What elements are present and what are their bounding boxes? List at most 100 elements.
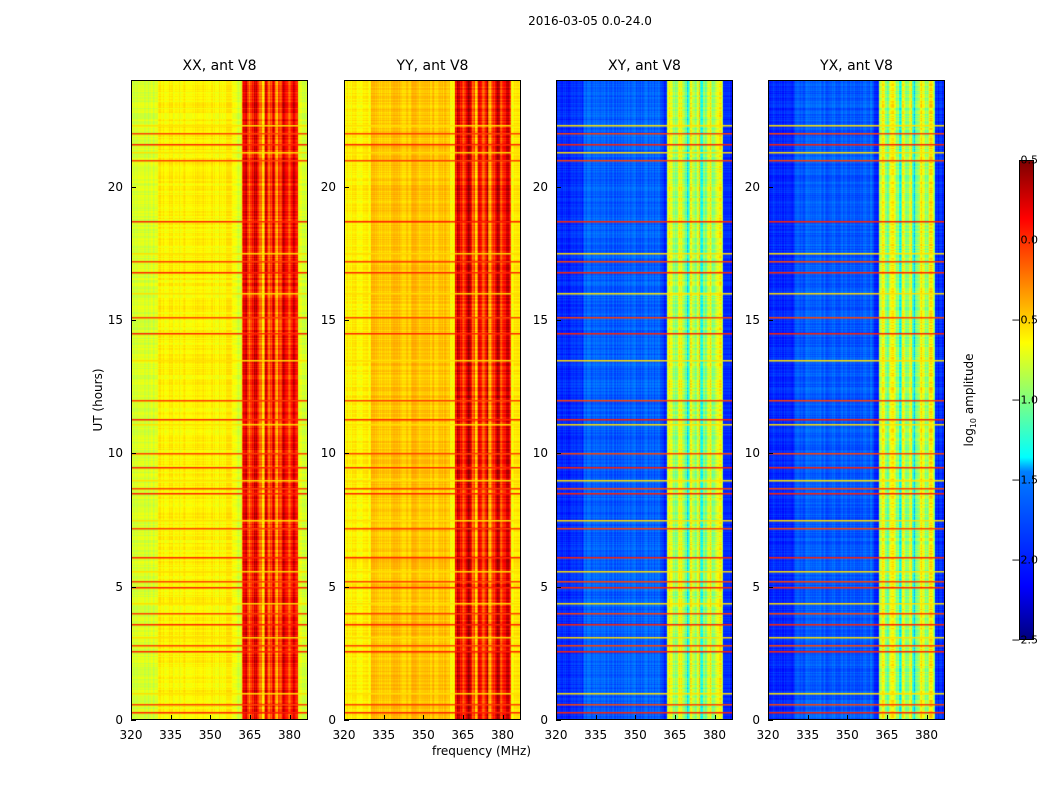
x-tick-label: 350	[623, 728, 647, 742]
panel-title: YX, ant V8	[820, 58, 893, 74]
axes-frame	[131, 80, 308, 720]
x-tick-mark	[383, 715, 385, 720]
y-tick-mark	[344, 720, 349, 721]
x-tick-label: 350	[198, 728, 222, 742]
colorbar	[1019, 160, 1034, 640]
y-tick-label: 0	[752, 713, 760, 727]
y-tick-label: 20	[107, 179, 123, 194]
x-tick-label: 380	[703, 728, 726, 742]
x-tick-label: 380	[491, 728, 514, 742]
x-tick-mark	[807, 715, 809, 720]
colorbar-tick-label: 0.5	[1020, 153, 1039, 167]
heatmap-image	[768, 80, 945, 720]
y-tick-mark	[556, 186, 561, 188]
heatmap-image	[556, 80, 733, 720]
x-tick-mark	[926, 715, 928, 720]
y-tick-label: 5	[328, 579, 336, 594]
x-tick-label: 335	[796, 728, 820, 742]
colorbar-tick-label: −0.5	[1011, 313, 1038, 327]
x-tick-mark	[423, 715, 425, 720]
y-tick-label: 5	[115, 579, 123, 594]
y-tick-label: 10	[744, 446, 760, 461]
y-tick-label: 10	[320, 446, 336, 461]
y-tick-mark	[768, 186, 773, 188]
x-tick-label: 320	[544, 728, 568, 742]
colorbar-tick-label: −1.5	[1011, 473, 1038, 487]
heatmap-image	[131, 80, 308, 720]
x-axis-label: frequency (MHz)	[432, 744, 532, 758]
x-tick-label: 365	[875, 728, 899, 742]
x-tick-label: 350	[835, 728, 859, 742]
panel-title: YY, ant V8	[396, 58, 469, 74]
axes-frame	[768, 80, 945, 720]
y-tick-label: 0	[115, 713, 123, 727]
y-tick-label: 20	[532, 179, 548, 194]
heatmap-panel-1: YY, ant V8 320 335 350 365 380 0 5 10 15 20	[321, 58, 521, 742]
x-tick-mark	[502, 715, 504, 720]
x-tick-mark	[847, 715, 849, 720]
colorbar-label: log10 amplitude	[961, 353, 979, 447]
x-tick-mark	[210, 715, 212, 720]
colorbar-tick-label: −2.0	[1011, 553, 1038, 567]
x-tick-label: 320	[332, 728, 356, 742]
colorbar-tick-label: −1.0	[1011, 393, 1038, 407]
x-tick-mark	[131, 715, 132, 720]
y-tick-label: 20	[744, 179, 760, 194]
x-tick-mark	[768, 715, 769, 720]
heatmap-panel-3: YX, ant V8 320 335 350 365 380 0 5 10 15 20	[745, 58, 945, 742]
x-tick-mark	[595, 715, 597, 720]
x-tick-mark	[249, 715, 251, 720]
y-tick-label: 15	[320, 313, 336, 327]
x-tick-label: 365	[238, 728, 262, 742]
x-tick-mark	[170, 715, 172, 720]
y-tick-label: 0	[540, 713, 548, 727]
axes-frame	[344, 80, 521, 720]
y-tick-mark	[344, 320, 349, 321]
y-tick-mark	[344, 186, 349, 188]
y-tick-mark	[131, 186, 136, 188]
x-tick-label: 320	[119, 728, 143, 742]
colorbar-tick-label: 0.0	[1020, 233, 1039, 247]
x-tick-label: 380	[278, 728, 301, 742]
y-tick-mark	[131, 586, 136, 588]
y-tick-mark	[131, 320, 136, 321]
y-tick-mark	[768, 720, 773, 721]
x-tick-mark	[344, 715, 345, 720]
figure-title: 2016-03-05 0.0-24.0	[528, 14, 652, 28]
x-tick-mark	[556, 715, 557, 720]
y-tick-mark	[131, 453, 136, 455]
x-tick-mark	[714, 715, 716, 720]
panel-title: XY, ant V8	[608, 58, 681, 74]
y-tick-label: 10	[532, 446, 548, 461]
x-tick-label: 380	[915, 728, 938, 742]
y-tick-label: 15	[532, 313, 548, 327]
y-tick-label: 20	[320, 179, 336, 194]
y-tick-mark	[556, 720, 561, 721]
y-tick-mark	[556, 453, 561, 455]
y-tick-mark	[768, 586, 773, 588]
heatmap-image	[344, 80, 521, 720]
y-tick-label: 10	[107, 446, 123, 461]
heatmap-panel-0: XX, ant V8 320 335 350 365 380 0 5 10 15 20	[108, 58, 308, 742]
panel-title: XX, ant V8	[182, 58, 257, 74]
x-tick-label: 365	[663, 728, 687, 742]
y-axis-label: UT (hours)	[91, 368, 105, 432]
y-tick-mark	[768, 320, 773, 321]
x-tick-label: 335	[159, 728, 183, 742]
axes-frame	[556, 80, 733, 720]
x-tick-mark	[635, 715, 637, 720]
y-tick-mark	[556, 320, 561, 321]
x-tick-label: 350	[411, 728, 435, 742]
y-tick-mark	[131, 720, 136, 721]
x-tick-label: 365	[451, 728, 475, 742]
y-tick-mark	[768, 453, 773, 455]
y-tick-label: 5	[540, 579, 548, 594]
y-tick-mark	[344, 586, 349, 588]
heatmap-panel-2: XY, ant V8 320 335 350 365 380 0 5 10 15 20	[533, 58, 733, 742]
y-tick-label: 0	[328, 713, 336, 727]
x-tick-mark	[886, 715, 888, 720]
y-tick-label: 15	[107, 313, 123, 327]
y-tick-label: 15	[744, 313, 760, 327]
colorbar-tick-label: −2.5	[1011, 633, 1038, 647]
